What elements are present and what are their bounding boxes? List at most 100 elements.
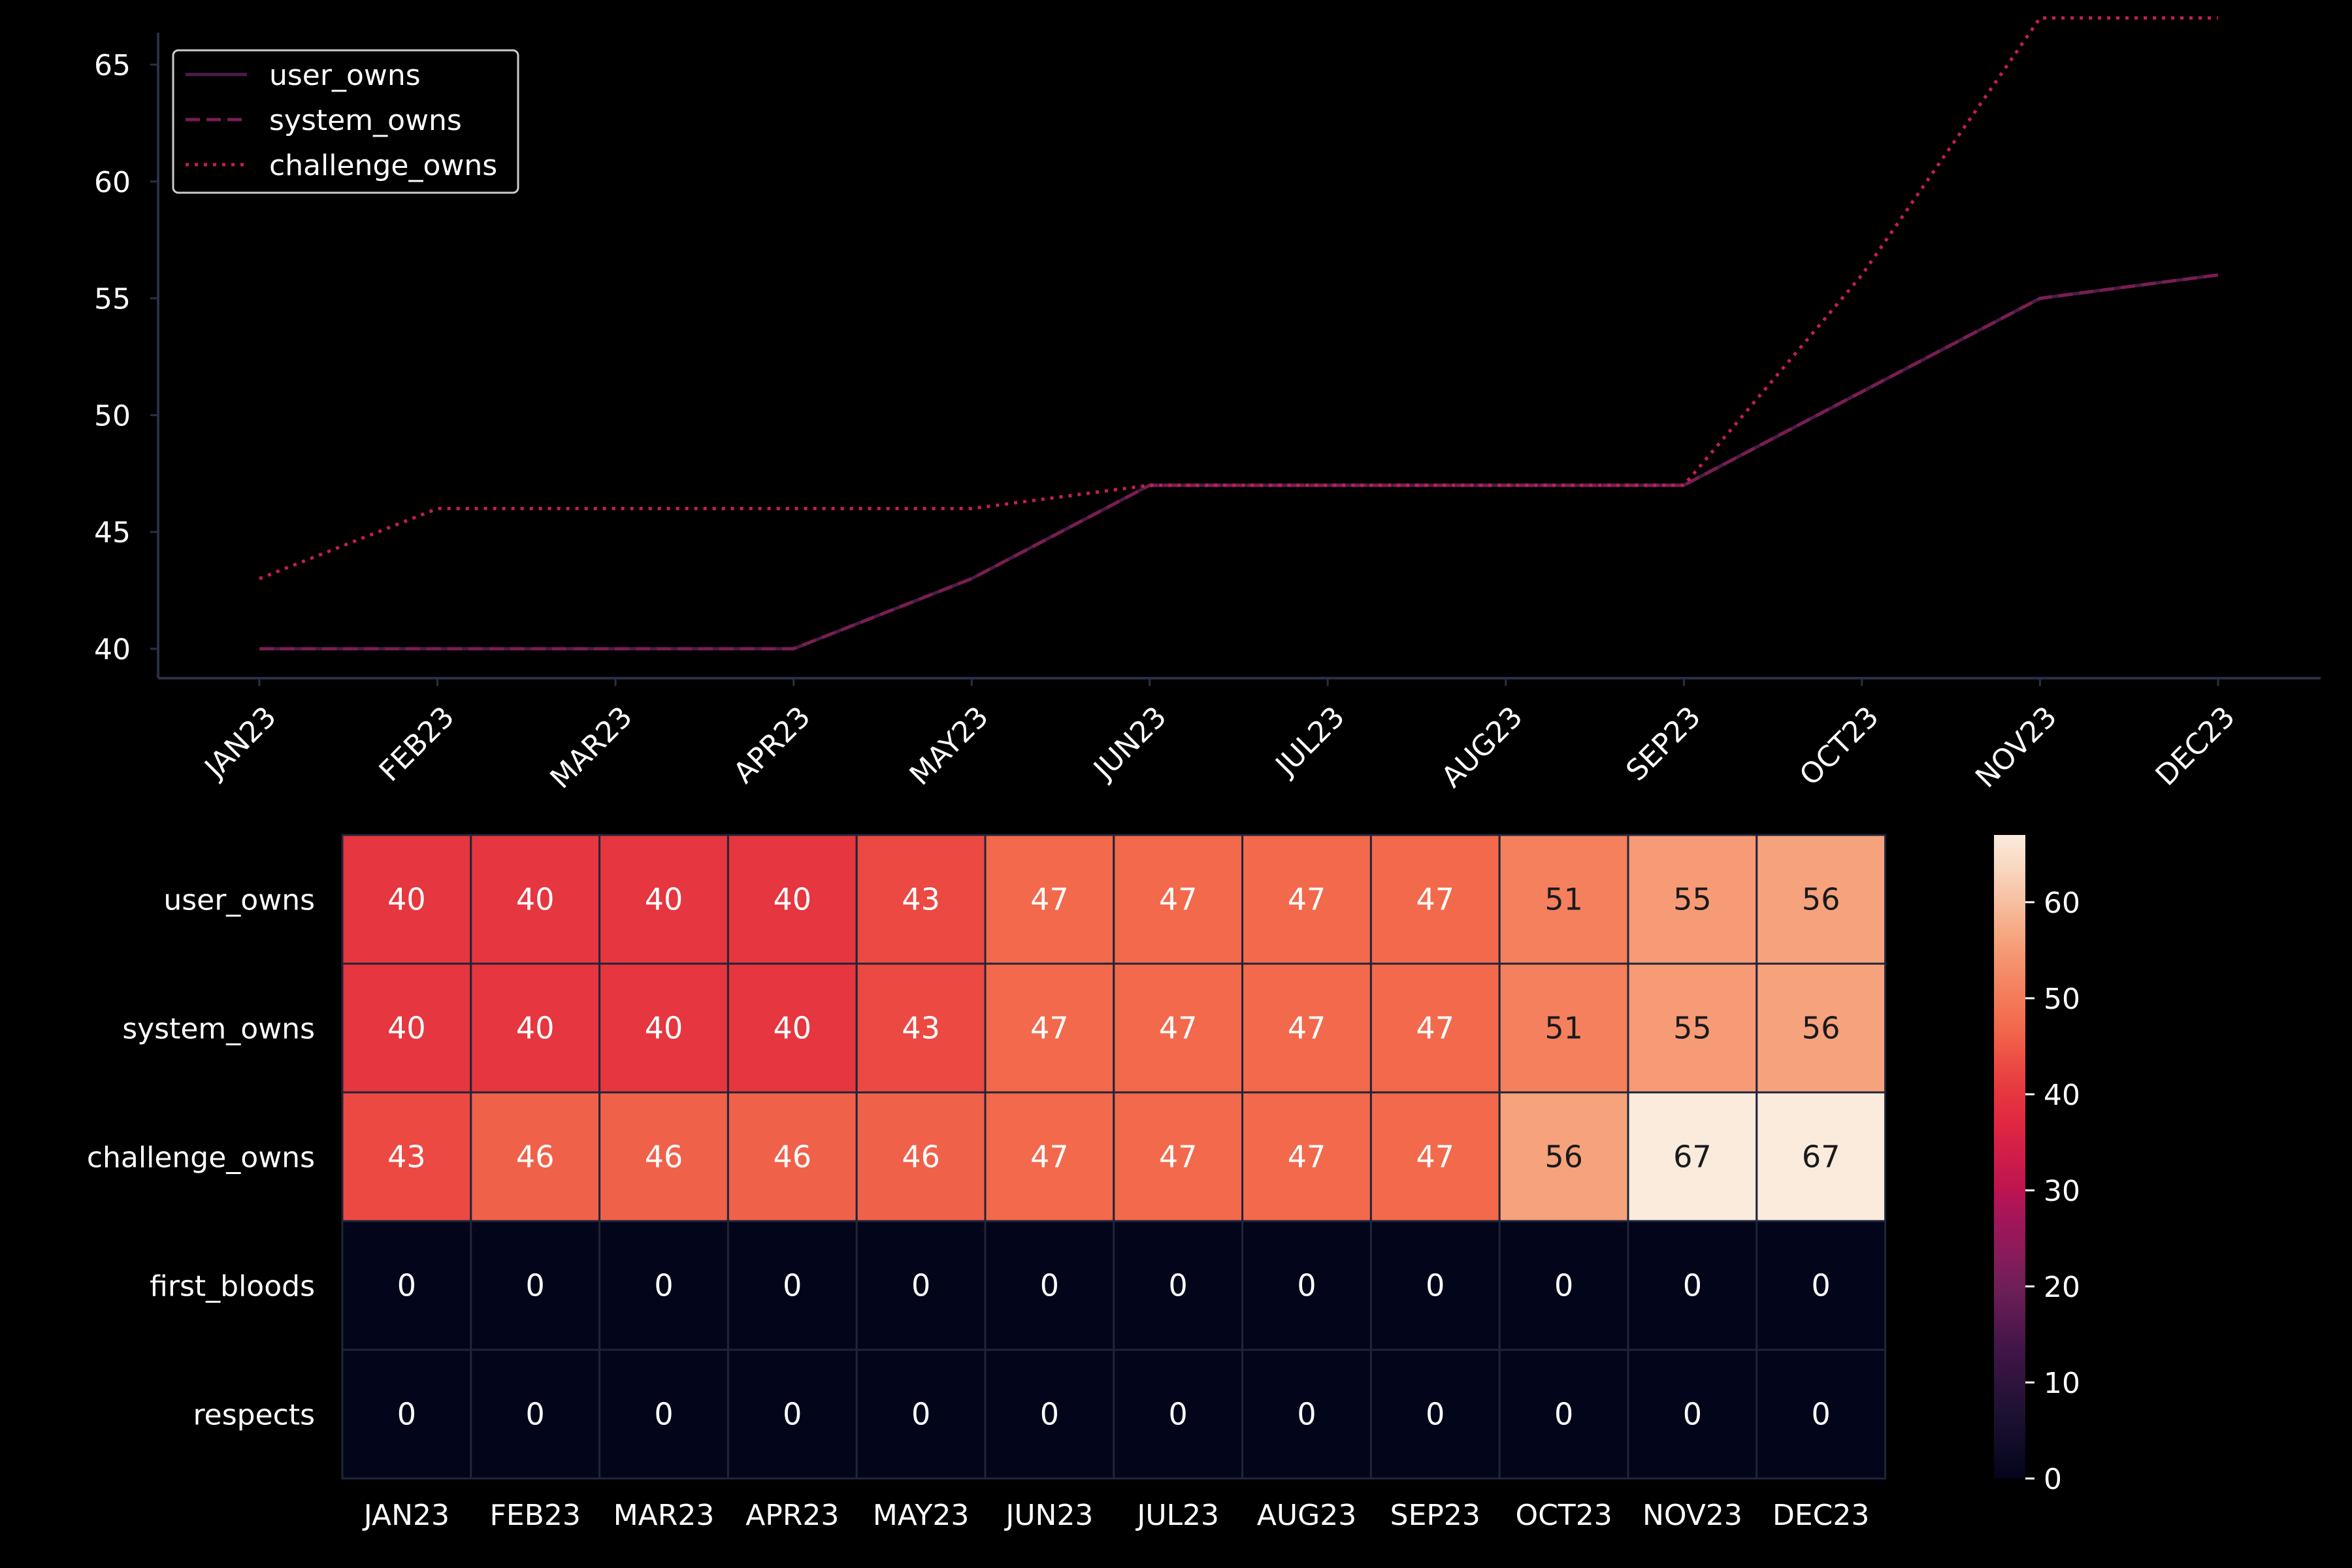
heatmap-column-label: JAN23 [362, 1499, 449, 1532]
heatmap-cell-value: 47 [1030, 882, 1069, 917]
heatmap-column-label: DEC23 [1772, 1499, 1869, 1532]
heatmap-cell [1756, 1220, 1887, 1351]
heatmap-cell-value: 0 [1297, 1268, 1316, 1303]
heatmap-cell-value: 47 [1159, 1011, 1198, 1046]
heatmap-cell [1627, 1220, 1758, 1351]
heatmap-cell [984, 962, 1115, 1094]
heatmap-cell-value: 47 [1288, 1139, 1326, 1175]
heatmap-cell [1498, 1091, 1629, 1222]
heatmap-cell [1498, 1348, 1629, 1480]
heatmap-cell-value: 43 [902, 882, 940, 917]
heatmap-cell-value: 47 [1288, 1011, 1326, 1046]
heatmap-cell-value: 40 [645, 882, 683, 917]
heatmap-cell [1756, 1091, 1887, 1222]
heatmap-cell-value: 43 [902, 1011, 940, 1046]
heatmap-cell [855, 1348, 987, 1480]
heatmap-cell [1369, 1091, 1501, 1222]
colorbar-tick-label: 30 [2044, 1175, 2080, 1208]
heatmap-column-label: SEP23 [1390, 1499, 1480, 1532]
line-y-tick-label: 65 [94, 49, 131, 82]
line-legend: user_owns system_owns challenge_owns [172, 49, 519, 194]
heatmap-row-label: first_bloods [150, 1270, 315, 1303]
heatmap-cell-value: 0 [783, 1397, 802, 1432]
heatmap-cell [1369, 962, 1501, 1094]
heatmap-cell-value: 0 [1554, 1268, 1573, 1303]
heatmap-cell [855, 962, 987, 1094]
heatmap-cell-value: 67 [1802, 1139, 1840, 1175]
heatmap-cell-value: 0 [397, 1397, 416, 1432]
colorbar-tick-label: 10 [2044, 1367, 2080, 1400]
heatmap-cell [470, 1220, 601, 1351]
heatmap-cell-value: 56 [1544, 1139, 1583, 1175]
heatmap-column-label: OCT23 [1515, 1499, 1612, 1532]
heatmap-column-labels: JAN23 FEB23 MAR23 APR23 MAY23 JUN23 JUL23 AUG23… [362, 1499, 1870, 1532]
heatmap-cell [470, 1091, 601, 1222]
heatmap-cell [341, 834, 472, 965]
colorbar-tick-label: 60 [2044, 887, 2080, 920]
heatmap-row-label: system_owns [122, 1013, 315, 1046]
heatmap-cell-value: 47 [1416, 1139, 1455, 1175]
heatmap-cell-value: 0 [783, 1268, 802, 1303]
heatmap-cell [341, 962, 472, 1094]
heatmap-cell [984, 1348, 1115, 1480]
colorbar-body [1994, 835, 2025, 1478]
heatmap-cell-value: 46 [516, 1139, 555, 1175]
heatmap-column-label: FEB23 [490, 1499, 581, 1532]
colorbar: 0 10 20 30 40 50 60 [1994, 835, 2080, 1496]
heatmap-cell-value: 40 [387, 1011, 426, 1046]
heatmap-cell-value: 51 [1544, 1011, 1583, 1046]
heatmap-cell [1113, 1348, 1244, 1480]
heatmap-column-label: MAY23 [873, 1499, 970, 1532]
heatmap-cell-value: 40 [774, 882, 812, 917]
heatmap-cell [598, 1348, 729, 1480]
heatmap-cell-value: 0 [1683, 1268, 1702, 1303]
heatmap-column-label: MAR23 [613, 1499, 715, 1532]
heatmap-cell [598, 1091, 729, 1222]
heatmap-cell [1241, 1220, 1372, 1351]
heatmap-column-label: JUL23 [1135, 1499, 1219, 1532]
heatmap-cell-value: 47 [1030, 1011, 1069, 1046]
heatmap-cell-value: 46 [774, 1139, 812, 1175]
heatmap-cell [855, 1220, 987, 1351]
heatmap-cell [1369, 1220, 1501, 1351]
heatmap-cell-value: 0 [397, 1268, 416, 1303]
series-line-challenge-owns [259, 16, 2218, 581]
heatmap-row-label: respects [193, 1399, 315, 1432]
heatmap-cell-value: 0 [654, 1397, 673, 1432]
line-y-tick-label: 60 [94, 166, 131, 199]
heatmap-column-label: AUG23 [1257, 1499, 1356, 1532]
heatmap-cell [1241, 834, 1372, 965]
heatmap-cell [470, 962, 601, 1094]
heatmap-cell [855, 1091, 987, 1222]
colorbar-tick-label: 50 [2044, 983, 2080, 1016]
heatmap-cell-value: 47 [1416, 1011, 1455, 1046]
heatmap-cell [727, 962, 858, 1094]
heatmap-cell-value: 0 [1426, 1397, 1445, 1432]
heatmap-row-label: challenge_owns [87, 1141, 315, 1175]
heatmap-cell-value: 47 [1159, 882, 1198, 917]
heatmap-cell-value: 51 [1544, 882, 1583, 917]
heatmap-cell-value: 40 [516, 882, 555, 917]
heatmap-cell [1498, 1220, 1629, 1351]
line-y-tick-label: 50 [94, 399, 131, 433]
heatmap-cell-value: 40 [387, 882, 426, 917]
heatmap-cell-value: 0 [1812, 1268, 1831, 1303]
heatmap-cell-value: 0 [526, 1397, 545, 1432]
heatmap-cell [1113, 834, 1244, 965]
heatmap-cell [855, 834, 987, 965]
heatmap-cell-value: 40 [516, 1011, 555, 1046]
heatmap-cell-value: 0 [1169, 1397, 1188, 1432]
heatmap-cell [1498, 962, 1629, 1094]
heatmap-cell-value: 0 [1169, 1268, 1188, 1303]
heatmap: 40 40 40 40 43 47 47 47 47 51 55 56 40 40 40 40 43 47 47 47… [87, 834, 1887, 1532]
legend-label: challenge_owns [269, 149, 497, 182]
heatmap-cell [1627, 962, 1758, 1094]
heatmap-cell [984, 1220, 1115, 1351]
heatmap-cell-value: 0 [911, 1268, 930, 1303]
heatmap-cell [470, 1348, 601, 1480]
line-y-tick-label: 40 [94, 633, 131, 666]
heatmap-cell-value: 47 [1159, 1139, 1198, 1175]
heatmap-cell-value: 0 [1554, 1397, 1573, 1432]
heatmap-cell-value: 56 [1802, 1011, 1840, 1046]
